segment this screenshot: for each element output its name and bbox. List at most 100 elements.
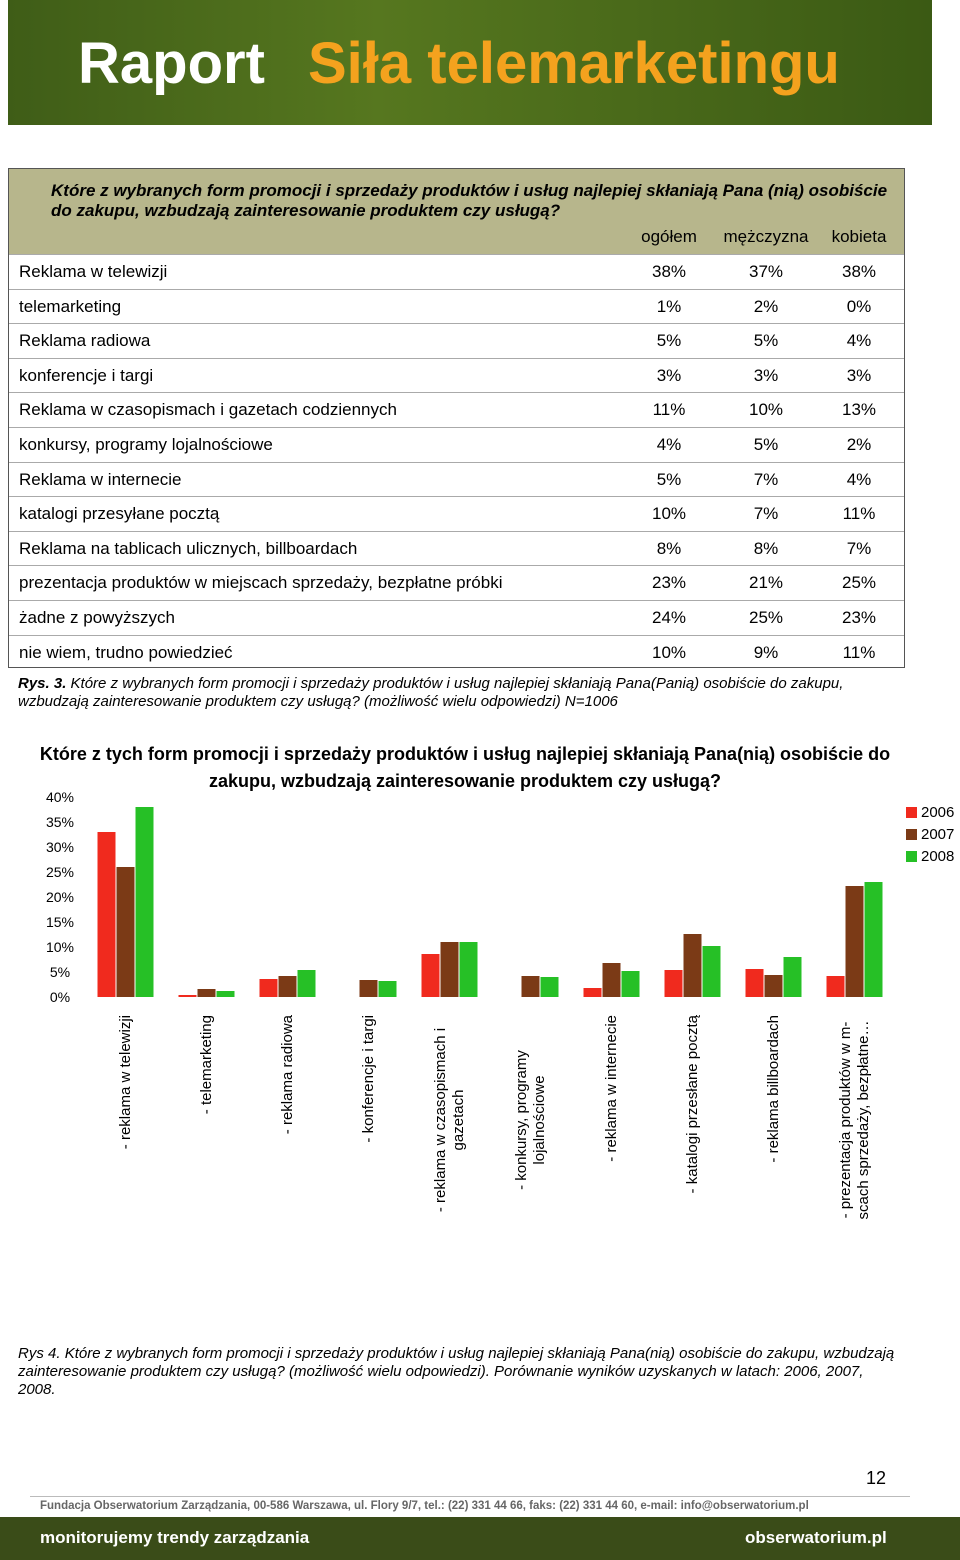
table-cell: 3% [753, 365, 779, 385]
legend-label: 2007 [921, 826, 954, 843]
table-cell: 8% [656, 538, 682, 558]
table-title: Które z wybranych form promocji i sprzed… [51, 181, 888, 220]
y-tick-label: 25% [46, 864, 74, 880]
table-cell: 7% [753, 504, 779, 524]
caption-label: Rys 4. [18, 1345, 61, 1362]
row-label: prezentacja produktów w miejscach sprzed… [19, 573, 503, 593]
rule [30, 1496, 910, 1497]
y-tick-label: 15% [46, 914, 74, 930]
table-cell: 11% [652, 400, 686, 420]
bar [664, 970, 683, 997]
table-cell: 11% [842, 642, 876, 662]
bar [540, 977, 559, 997]
table-cell: 7% [753, 469, 779, 489]
table-cell: 23% [651, 573, 687, 593]
row-label: Reklama na tablicach ulicznych, billboar… [19, 538, 358, 558]
y-tick-label: 35% [46, 814, 74, 830]
bar [745, 969, 764, 997]
row-label: konferencje i targi [19, 365, 154, 385]
x-tick-label-box: - prezentacja produktów w m-scach sprzed… [823, 1015, 887, 1225]
y-tick-label: 30% [46, 839, 74, 855]
row-divider [9, 254, 904, 255]
x-tick-label: - reklama w telewizji [116, 1015, 134, 1150]
table-cell: 2% [753, 296, 779, 316]
banner-subtitle: Siła telemarketingu [308, 31, 840, 96]
row-label: Reklama radiowa [19, 331, 151, 351]
x-tick-label-box: - reklama w telewizji [94, 1015, 158, 1225]
table-cell: 4% [656, 435, 682, 454]
x-tick-label: - konkursy, programy lojalnościowe [512, 1050, 548, 1190]
bar [259, 979, 278, 997]
table-cell: 1% [656, 296, 682, 316]
y-tick-label: 10% [46, 939, 74, 955]
table-cell: 5% [656, 331, 682, 351]
page-number: 12 [866, 1468, 887, 1488]
chart-title: Które z tych form promocji i sprzedaży p… [39, 744, 891, 791]
x-tick-label: - telemarketing [197, 1015, 215, 1115]
table-cell: 8% [753, 538, 779, 558]
table-header [9, 169, 904, 254]
bar [359, 980, 378, 997]
bar [97, 832, 116, 997]
legend-label: 2008 [921, 848, 954, 865]
table-cell: 5% [753, 435, 779, 454]
x-tick-label-box: - konferencje i targi [337, 1015, 401, 1225]
table-cell: 38% [651, 262, 687, 281]
table-cell: 5% [753, 331, 779, 351]
row-divider [9, 323, 904, 325]
footer-address: Fundacja Obserwatorium Zarządzania, 00-5… [40, 1500, 809, 1512]
x-tick-label-box: - telemarketing [175, 1015, 239, 1225]
table-cell: 13% [841, 400, 877, 420]
table-cell: 3% [846, 365, 872, 385]
row-divider [9, 565, 904, 567]
footer-site: obserwatorium.pl [745, 1528, 887, 1547]
table-cell: 11% [842, 504, 876, 524]
bar [602, 963, 621, 997]
table-cell: 21% [748, 573, 784, 593]
table-cell: 25% [841, 573, 877, 593]
row-label: katalogi przesyłane pocztą [19, 504, 220, 524]
bar [764, 975, 783, 997]
banner-title: Raport [78, 31, 265, 96]
table-cell: 0% [846, 296, 872, 316]
column-header: mężczyzna [723, 227, 809, 246]
x-tick-label: - konferencje i targi [359, 1015, 377, 1143]
bar [621, 971, 640, 997]
table-cell: 5% [656, 469, 682, 489]
x-tick-label-box: - konkursy, programy lojalnościowe [499, 1015, 563, 1225]
caption-text: Które z wybranych form promocji i sprzed… [18, 675, 844, 710]
table-cell: 38% [841, 262, 877, 281]
row-label: telemarketing [19, 296, 122, 316]
table: Które z wybranych form promocji i sprzed… [8, 168, 905, 668]
y-tick-label: 0% [50, 989, 70, 1005]
x-tick-label: - reklama w czasopismach i gazetach [431, 1027, 467, 1213]
table-cell: 24% [651, 608, 687, 627]
column-header: ogółem [641, 227, 697, 246]
table-cell: 2% [846, 435, 872, 454]
x-tick-label: - katalogi przesłane pocztą [683, 1015, 701, 1194]
footer-slogan: monitorujemy trendy zarządzania [40, 1528, 310, 1547]
row-divider [9, 357, 904, 359]
row-label: nie wiem, trudno powiedzieć [19, 642, 233, 662]
x-tick-label: - reklama radiowa [278, 1015, 296, 1135]
x-tick-label: - reklama w internecie [602, 1015, 620, 1162]
bar [683, 934, 702, 997]
legend-swatch [906, 807, 917, 818]
bar [421, 954, 440, 997]
y-tick-label: 20% [46, 889, 74, 905]
bar [826, 976, 845, 997]
bar [440, 942, 459, 997]
row-divider [9, 600, 904, 601]
table-cell: 10% [651, 504, 687, 524]
x-tick-label-box: - katalogi przesłane pocztą [661, 1015, 725, 1225]
bar [583, 988, 602, 997]
table-cell: 9% [753, 642, 779, 662]
row-label: żadne z powyższych [19, 608, 175, 627]
bar [378, 981, 397, 997]
row-label: konkursy, programy lojalnościowe [19, 435, 273, 454]
row-label: Reklama w telewizji [19, 262, 168, 281]
bar [783, 957, 802, 997]
row-label: Reklama w czasopismach i gazetach codzie… [19, 400, 397, 420]
caption-label: Rys. 3. [18, 675, 67, 692]
